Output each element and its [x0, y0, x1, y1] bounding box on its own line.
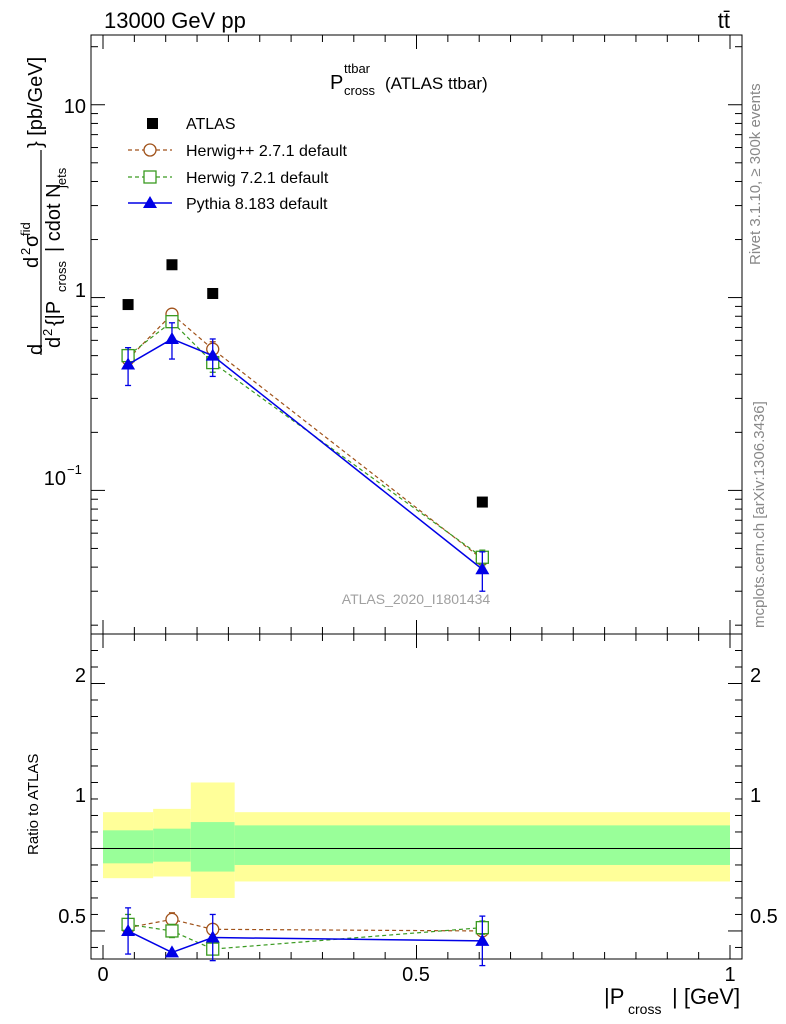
ylabel-den-rest: {|P	[43, 301, 65, 326]
title-sub: cross	[344, 83, 376, 98]
main-line-herwig-7-2-1-default	[127, 320, 483, 558]
ratio-band-green	[103, 830, 154, 864]
title-sup: ttbar	[344, 61, 371, 76]
legend-marker-herwigpp	[143, 143, 157, 157]
ratio-point-herwig-7-2-1-default	[165, 924, 179, 938]
process-label: tt̄	[718, 8, 730, 33]
ratio-point-herwig-2-7-1-default	[165, 912, 179, 927]
main-point-atlas	[476, 496, 488, 508]
ylabel-den-sub2: jets	[54, 167, 69, 189]
ylabel-num-d: d	[21, 257, 43, 268]
ratio-y-axis-label: Ratio to ATLAS	[25, 754, 42, 855]
ylabel-den-rest2: | cdot N	[43, 183, 65, 252]
ratio-point-pythia-8-183-default	[164, 945, 179, 958]
main-point-atlas	[122, 299, 134, 311]
ratio-point-pythia-8-183-default	[475, 933, 490, 946]
ylabel-den-d: d	[43, 337, 65, 348]
ratio-panel: 2 1 0.5 2 1 0.5 0 0.5 1 Ratio to ATLAS |…	[25, 633, 778, 1017]
mcplots-label: mcplots.cern.ch [arXiv:1306.3436]	[751, 401, 768, 628]
ratio-line-pythia-8-183-default	[127, 930, 483, 954]
title-main: P	[330, 72, 343, 94]
xlabel-sub: cross	[628, 1001, 661, 1017]
legend-marker-atlas	[147, 118, 158, 129]
ylabel-den-sub: cross	[54, 260, 69, 292]
legend-marker-herwig7	[143, 170, 157, 184]
main-point-pythia-8-183-default	[164, 331, 179, 344]
main-line-pythia-8-183-default	[127, 338, 483, 570]
title-suffix: (ATLAS ttbar)	[385, 74, 488, 93]
main-point-atlas	[166, 259, 178, 271]
ratio-axis-ticks	[91, 634, 742, 959]
ylabel-lead-d: d	[25, 344, 47, 355]
main-point-pythia-8-183-default	[205, 348, 220, 361]
main-point-atlas	[207, 287, 219, 299]
xtick-0p5: 0.5	[402, 964, 430, 986]
ylabel-num-sigma: σ	[21, 234, 43, 247]
ytick-label-0p1-base: 10	[44, 468, 66, 490]
ratio-band-green	[190, 822, 235, 872]
ylabel-units: } [pb/GeV]	[25, 57, 47, 148]
ratio-bands	[103, 782, 731, 898]
main-point-pythia-8-183-default	[121, 357, 136, 370]
legend-marker-pythia	[143, 196, 157, 208]
ratio-line-herwig-7-2-1-default	[127, 923, 483, 950]
legend-label-atlas: ATLAS	[186, 116, 236, 133]
legend: ATLAS Herwig++ 2.7.1 default Herwig 7.2.…	[128, 116, 348, 213]
ratio-ytick-1: 1	[75, 785, 86, 807]
ytick-label-10: 10	[64, 96, 86, 118]
y-axis-label: d 2 σ fid d d 2 {|P cross | cdot N jets …	[18, 57, 69, 355]
xtick-0: 0	[97, 964, 108, 986]
legend-label-herwigpp: Herwig++ 2.7.1 default	[186, 143, 348, 160]
main-axis-ticks	[91, 35, 742, 634]
ratio-line-herwig-2-7-1-default	[127, 918, 483, 932]
legend-label-pythia: Pythia 8.183 default	[186, 196, 328, 213]
ytick-label-1: 1	[75, 280, 86, 302]
ytick-label-0p1-exp: −1	[67, 462, 82, 477]
ratio-band-green	[234, 825, 731, 865]
ylabel-den-pow: 2	[40, 329, 55, 336]
ylabel-num-sup: fid	[18, 222, 33, 236]
ratio-ytick-2-right: 2	[750, 665, 761, 687]
legend-label-herwig7: Herwig 7.2.1 default	[186, 170, 329, 187]
ratio-frame	[90, 633, 743, 960]
main-point-pythia-8-183-default	[475, 562, 490, 575]
ratio-band-green	[153, 828, 191, 862]
main-line-herwig-2-7-1-default	[127, 313, 483, 560]
main-data	[121, 259, 490, 592]
xlabel-pre: |P	[604, 984, 624, 1009]
main-panel: 10 1 10 −1 P ttbar cross (ATLAS ttbar) d…	[18, 34, 743, 635]
ratio-ytick-1-right: 1	[750, 785, 761, 807]
ratio-data	[121, 907, 490, 967]
ratio-ytick-0p5-right: 0.5	[750, 906, 778, 928]
ratio-ytick-0p5: 0.5	[58, 906, 86, 928]
xlabel-post: | [GeV]	[672, 984, 740, 1009]
ylabel-num-pow: 2	[18, 248, 33, 255]
energy-label: 13000 GeV pp	[104, 8, 246, 33]
xtick-1: 1	[724, 964, 735, 986]
rivet-label: Rivet 3.1.10, ≥ 300k events	[747, 83, 764, 265]
ratio-ytick-2: 2	[75, 665, 86, 687]
ratio-point-pythia-8-183-default	[121, 923, 136, 936]
x-axis-label: |P cross | [GeV]	[604, 984, 740, 1017]
analysis-id: ATLAS_2020_I1801434	[342, 591, 491, 607]
plot-title: P ttbar cross (ATLAS ttbar)	[330, 61, 488, 98]
ratio-point-pythia-8-183-default	[205, 930, 220, 943]
